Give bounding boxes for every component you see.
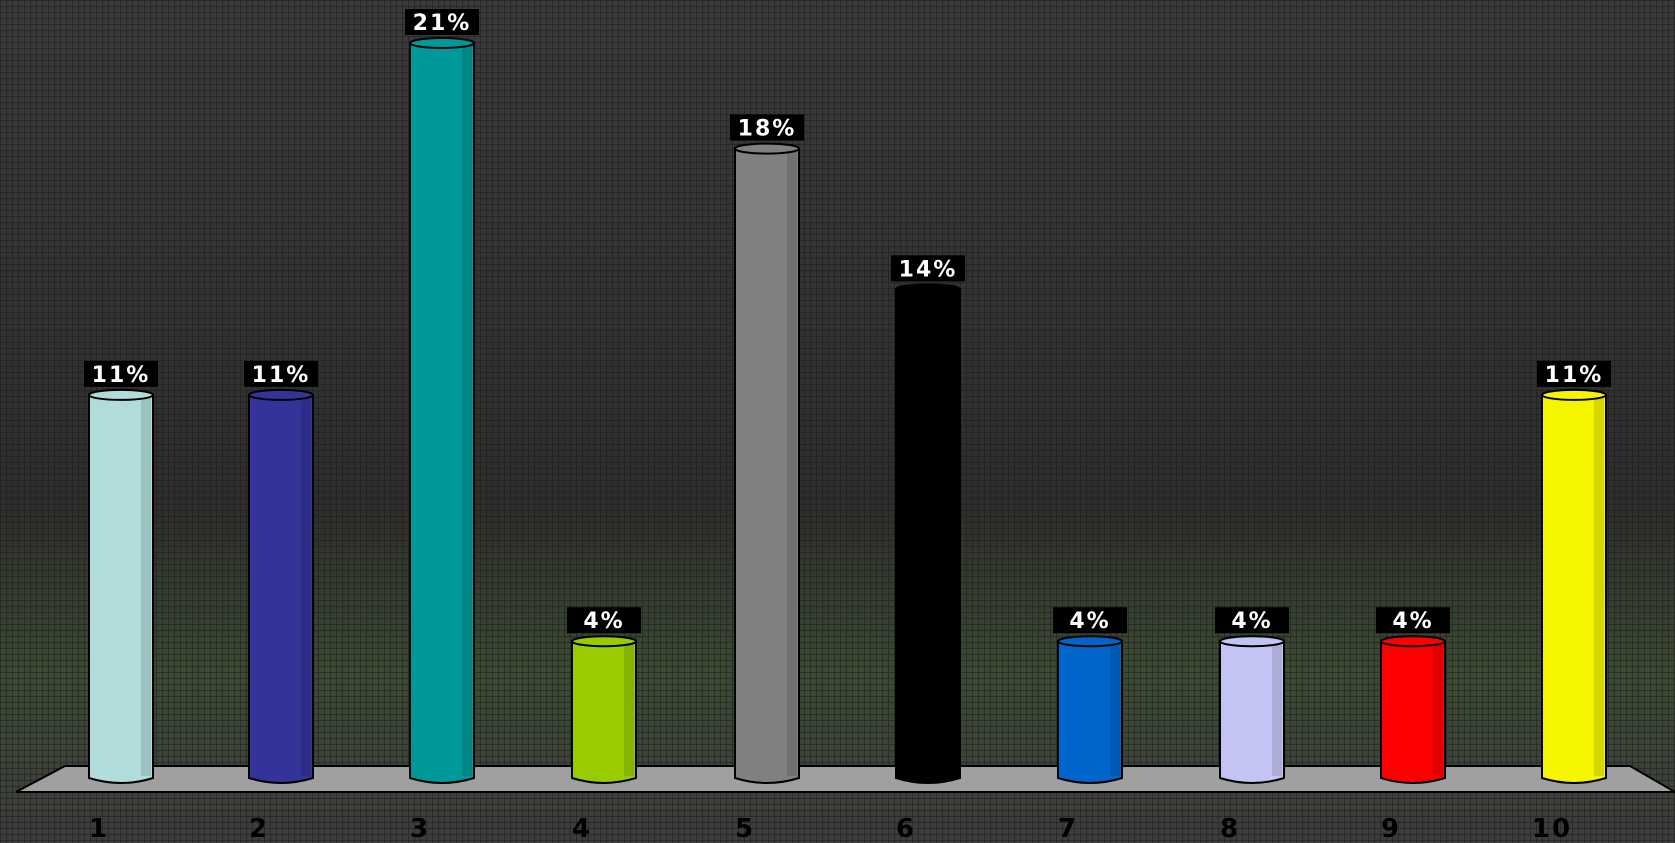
x-tick-label: 6 — [896, 814, 916, 843]
value-label: 11% — [1545, 363, 1604, 388]
bar-top — [249, 390, 313, 400]
bar-shade — [1433, 641, 1443, 776]
x-tick-label: 3 — [410, 814, 430, 843]
bar-shade — [787, 149, 797, 776]
bar-group: 14% — [891, 255, 965, 783]
x-tick-label: 5 — [735, 814, 755, 843]
bar-top — [410, 38, 474, 48]
bar-shade — [1272, 641, 1282, 776]
value-label: 11% — [252, 363, 311, 388]
x-tick-label: 9 — [1381, 814, 1401, 843]
value-label: 18% — [738, 117, 797, 142]
x-tick-label: 7 — [1058, 814, 1078, 843]
x-tick-label: 4 — [572, 814, 592, 843]
bar-shade — [624, 641, 634, 776]
bar-top — [896, 284, 960, 294]
bar-top — [1542, 390, 1606, 400]
bar-top — [1381, 636, 1445, 646]
bar-group: 11% — [244, 361, 318, 783]
x-tick-label: 1 — [89, 814, 109, 843]
value-label: 21% — [413, 11, 472, 36]
x-tick-label: 2 — [249, 814, 269, 843]
bar-group: 18% — [730, 115, 804, 783]
bar-top — [1220, 636, 1284, 646]
bar-group: 11% — [1537, 361, 1611, 783]
x-tick-label: 10 — [1532, 814, 1572, 843]
bar-top — [735, 144, 799, 154]
bar-shade — [1110, 641, 1120, 776]
bar-shade — [462, 43, 472, 776]
bar-top — [572, 636, 636, 646]
value-label: 11% — [92, 363, 151, 388]
value-label: 4% — [583, 609, 624, 634]
value-label: 4% — [1231, 609, 1272, 634]
bar-group: 21% — [405, 9, 479, 783]
bar-shade — [948, 289, 958, 776]
x-tick-label: 8 — [1220, 814, 1240, 843]
value-label: 4% — [1069, 609, 1110, 634]
bar-top — [1058, 636, 1122, 646]
bar-shade — [1594, 395, 1604, 776]
value-label: 14% — [899, 257, 958, 282]
value-label: 4% — [1392, 609, 1433, 634]
bar-group: 11% — [84, 361, 158, 783]
chart: 11% 1 11% 2 21% 3 4% 4 18% 5 14% 6 4% 7 4% 8 4% 9 11% 10 — [0, 0, 1675, 843]
bar-top — [89, 390, 153, 400]
bar-shade — [301, 395, 311, 776]
bar-shade — [141, 395, 151, 776]
